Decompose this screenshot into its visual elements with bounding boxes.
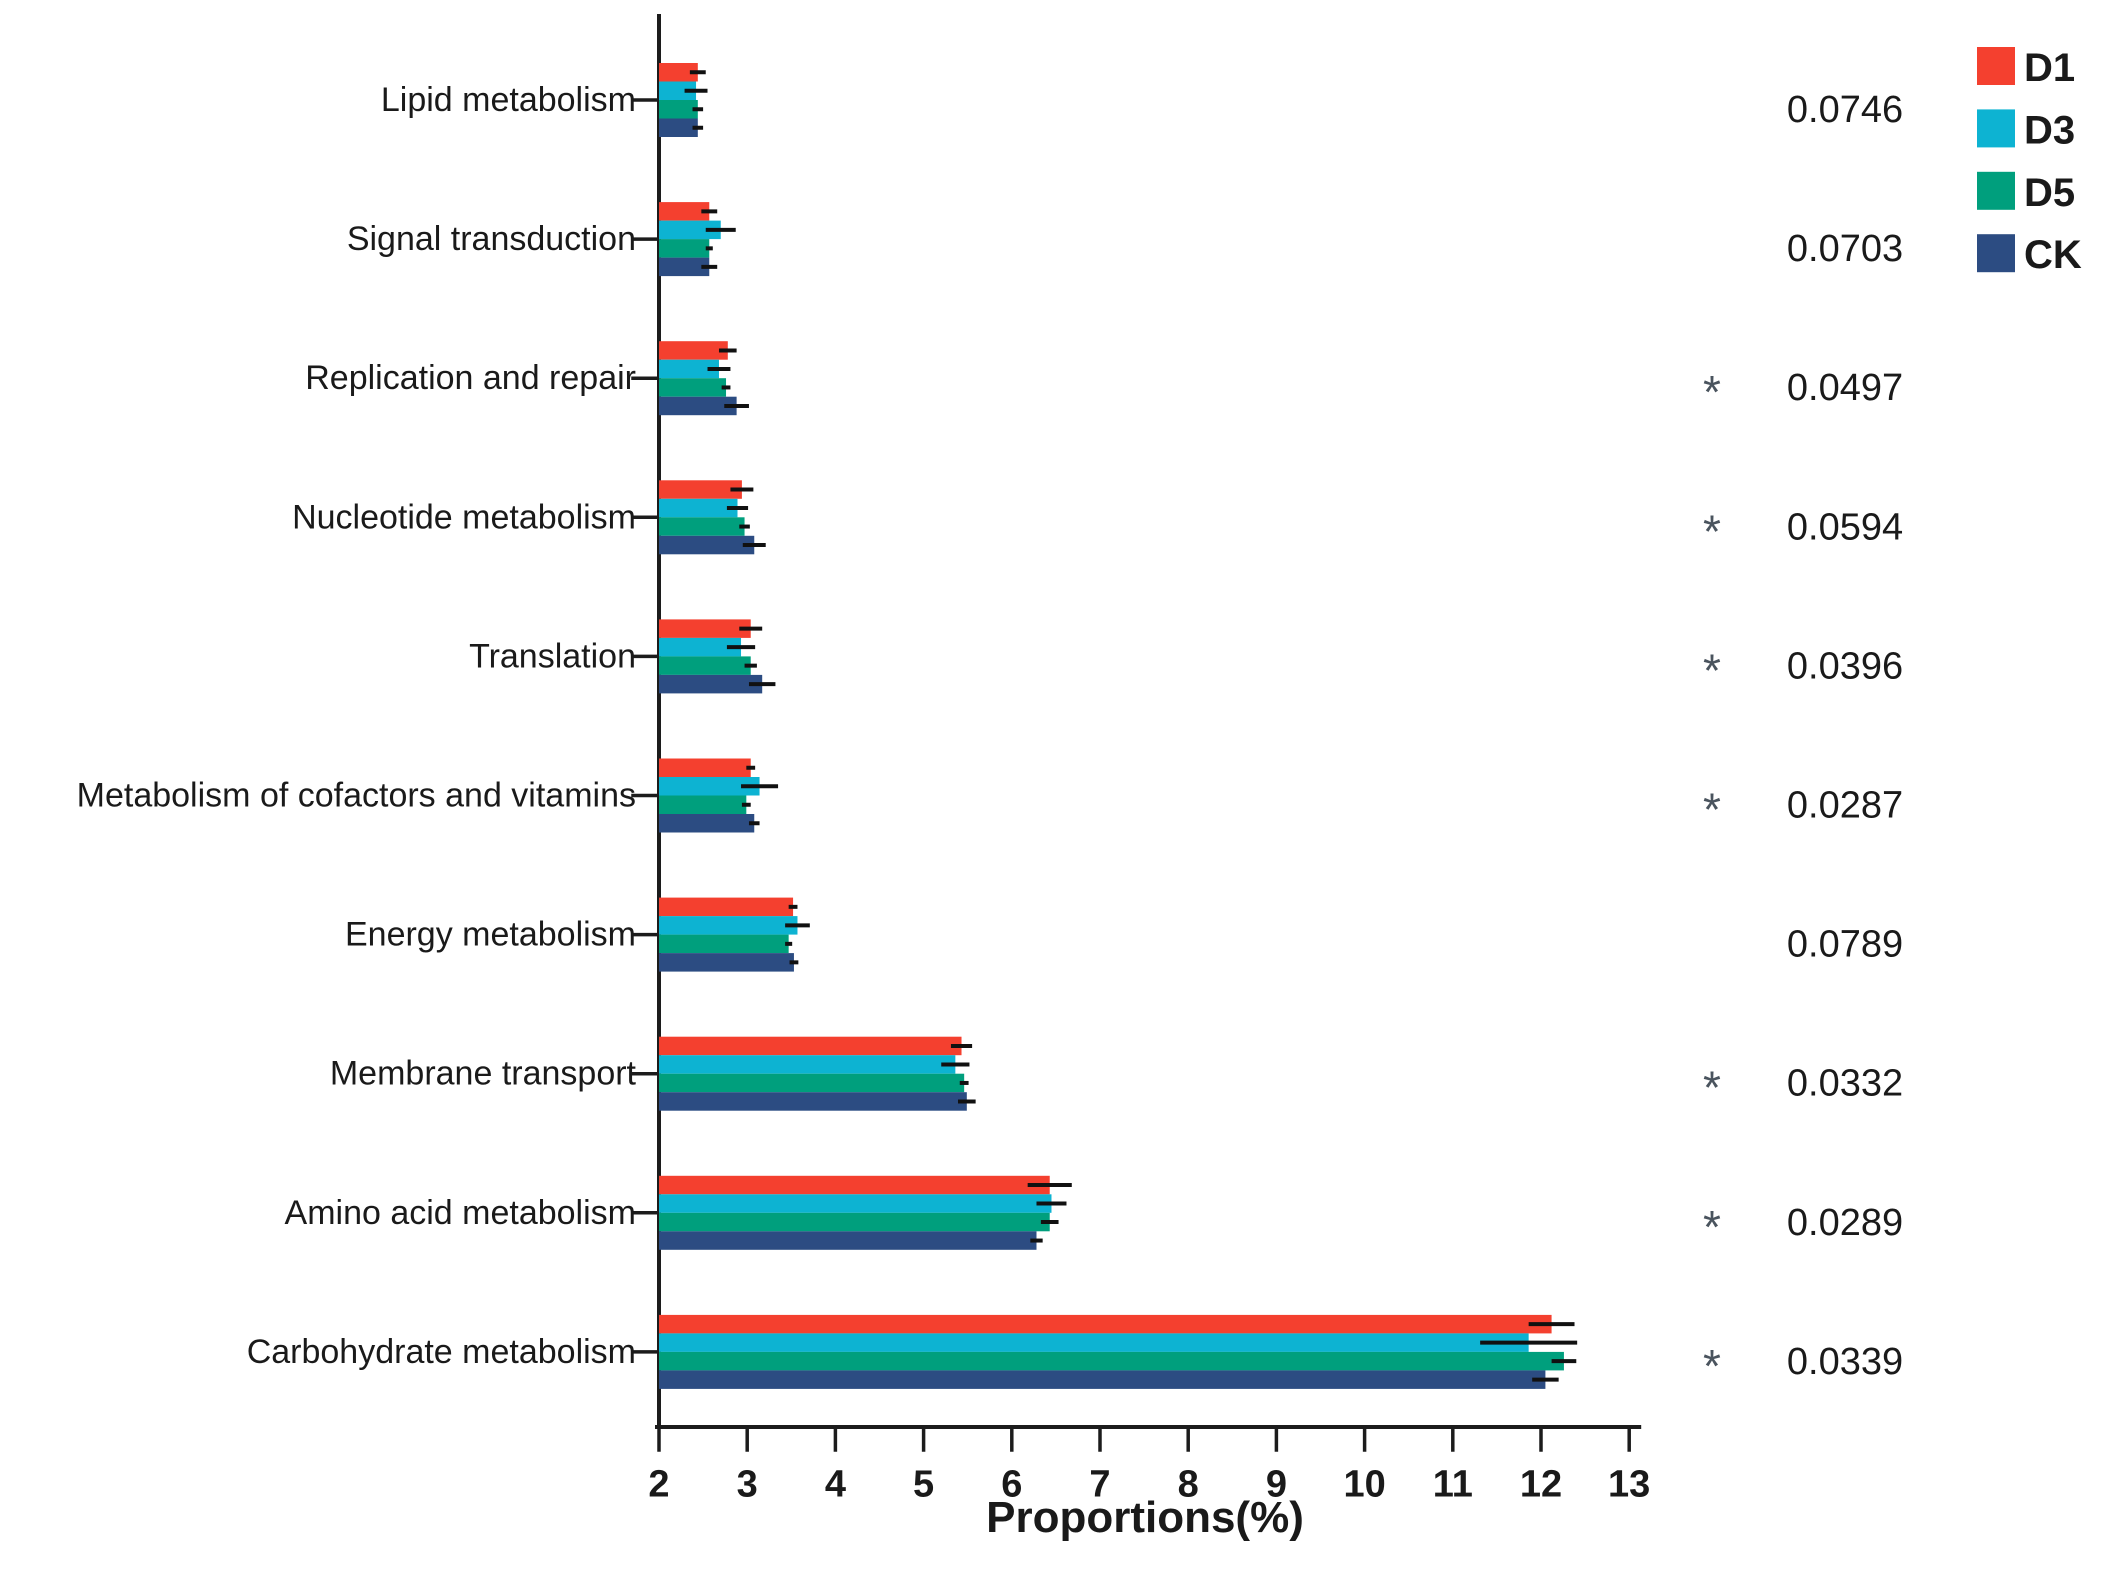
bar-d1-6 (659, 897, 794, 917)
x-tick-label: 7 (1089, 1463, 1110, 1505)
bar-d5-7 (659, 1073, 965, 1093)
x-tick-label: 13 (1608, 1463, 1650, 1505)
p-value: 0.0332 (1787, 1063, 1903, 1105)
bar-ck-2 (659, 396, 737, 416)
plot-area: 2 3 4 5 6 7 8 9 10 11 12 13 Lipid metabolism 0.0746 Si… (77, 14, 2082, 1505)
x-tick-label: 3 (737, 1463, 758, 1505)
bar-ck-0 (659, 118, 698, 137)
category-label: Amino acid metabolism (285, 1194, 636, 1232)
bar-d1-9 (659, 1314, 1552, 1334)
p-value: 0.0339 (1787, 1341, 1903, 1383)
bar-d5-1 (659, 239, 710, 258)
x-tick-label: 6 (1001, 1463, 1022, 1505)
x-tick-label: 11 (1433, 1463, 1473, 1505)
category-label: Lipid metabolism (381, 81, 636, 119)
bar-ck-9 (659, 1370, 1546, 1389)
category-label: Signal transduction (347, 220, 636, 258)
bar-ck-7 (659, 1092, 967, 1111)
legend-swatch-d3 (1977, 109, 2015, 148)
bar-d3-1 (659, 220, 721, 240)
bar-ck-5 (659, 814, 755, 833)
bar-d5-6 (659, 934, 789, 954)
bar-d3-4 (659, 637, 742, 657)
bar-d5-5 (659, 795, 747, 814)
category-label: Translation (469, 637, 636, 675)
bar-d5-2 (659, 378, 727, 397)
bar-d3-5 (659, 777, 760, 796)
bar-ck-6 (659, 953, 794, 972)
x-tick-label: 4 (825, 1463, 846, 1505)
x-axis-title: Proportions(%) (986, 1493, 1304, 1542)
significance-asterisk: * (1703, 505, 1721, 557)
bar-d1-1 (659, 202, 710, 221)
x-tick-label: 12 (1520, 1463, 1562, 1505)
bar-d1-7 (659, 1036, 962, 1056)
legend-label-ck: CK (2024, 233, 2082, 277)
legend-label-d5: D5 (2024, 171, 2075, 215)
bar-d5-3 (659, 517, 745, 536)
bar-d5-9 (659, 1351, 1564, 1371)
p-value: 0.0594 (1787, 506, 1903, 548)
p-value: 0.0746 (1787, 89, 1903, 131)
legend-swatch-ck (1977, 234, 2015, 273)
legend-label-d3: D3 (2024, 108, 2075, 152)
category-label: Carbohydrate metabolism (247, 1333, 636, 1371)
significance-asterisk: * (1703, 1340, 1721, 1392)
x-tick-label: 8 (1178, 1463, 1199, 1505)
bar-d3-6 (659, 916, 798, 935)
x-tick-label: 5 (913, 1463, 934, 1505)
significance-asterisk: * (1703, 366, 1721, 418)
p-value: 0.0703 (1787, 228, 1903, 270)
bar-ck-4 (659, 674, 763, 694)
category-label: Nucleotide metabolism (292, 498, 636, 536)
significance-asterisk: * (1703, 784, 1721, 836)
x-tick-label: 9 (1266, 1463, 1287, 1505)
x-tick-label: 2 (648, 1463, 669, 1505)
p-value: 0.0289 (1787, 1202, 1903, 1244)
bar-d3-0 (659, 81, 697, 100)
category-label: Metabolism of cofactors and vitamins (77, 777, 636, 815)
p-value: 0.0396 (1787, 645, 1903, 687)
category-label: Membrane transport (330, 1055, 637, 1093)
bar-d1-2 (659, 341, 728, 360)
bar-d1-4 (659, 619, 751, 638)
bar-d1-3 (659, 480, 742, 499)
p-value: 0.0287 (1787, 785, 1903, 827)
significance-asterisk: * (1703, 644, 1721, 696)
bar-d1-0 (659, 63, 698, 82)
significance-asterisk: * (1703, 1201, 1721, 1253)
bar-d1-5 (659, 758, 751, 777)
bar-d5-0 (659, 100, 698, 119)
significance-asterisk: * (1703, 1062, 1721, 1114)
bar-d3-9 (659, 1333, 1529, 1352)
bar-d3-2 (659, 359, 719, 379)
bar-d3-8 (659, 1194, 1052, 1213)
bar-ck-8 (659, 1231, 1037, 1250)
p-value: 0.0497 (1787, 367, 1903, 409)
x-tick-label: 10 (1343, 1463, 1385, 1505)
category-label: Energy metabolism (345, 916, 636, 954)
legend-label-d1: D1 (2024, 46, 2075, 90)
bar-ck-1 (659, 257, 710, 277)
bar-d3-7 (659, 1055, 956, 1074)
bar-d5-8 (659, 1212, 1050, 1232)
bar-ck-3 (659, 535, 755, 555)
legend-swatch-d5 (1977, 171, 2015, 210)
bar-d1-8 (659, 1175, 1050, 1195)
legend-swatch-d1 (1977, 47, 2015, 85)
bar-d3-3 (659, 498, 738, 518)
category-label: Replication and repair (305, 359, 636, 397)
bar-d5-4 (659, 656, 751, 675)
p-value: 0.0789 (1787, 924, 1903, 966)
